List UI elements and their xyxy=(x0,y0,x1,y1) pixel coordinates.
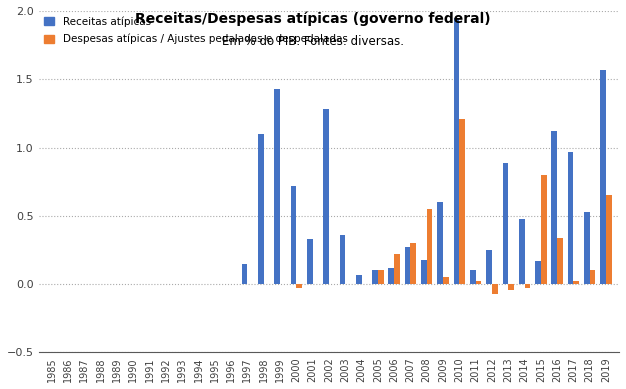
Bar xyxy=(274,89,280,284)
Bar xyxy=(503,163,508,284)
Bar xyxy=(600,70,606,284)
Bar xyxy=(427,209,433,284)
Text: Em % do PIB. Fontes: diversas.: Em % do PIB. Fontes: diversas. xyxy=(222,35,404,48)
Bar xyxy=(492,284,498,294)
Bar xyxy=(443,277,449,284)
Bar xyxy=(519,219,525,284)
Bar xyxy=(296,284,302,288)
Bar xyxy=(459,119,465,284)
Bar xyxy=(307,239,312,284)
Bar xyxy=(438,202,443,284)
Bar xyxy=(388,268,394,284)
Bar xyxy=(454,18,459,284)
Bar xyxy=(411,243,416,284)
Bar xyxy=(421,259,427,284)
Bar xyxy=(323,109,329,284)
Bar xyxy=(486,250,492,284)
Bar xyxy=(590,270,595,284)
Bar xyxy=(606,195,612,284)
Bar xyxy=(557,238,563,284)
Bar xyxy=(339,235,345,284)
Bar xyxy=(290,186,296,284)
Bar xyxy=(258,134,264,284)
Bar xyxy=(552,131,557,284)
Bar xyxy=(508,284,514,289)
Bar xyxy=(525,284,530,288)
Legend: Receitas atípicas, Despesas atípicas / Ajustes pedaladas e despedaladas: Receitas atípicas, Despesas atípicas / A… xyxy=(44,16,347,44)
Bar xyxy=(242,264,247,284)
Bar xyxy=(476,281,481,284)
Bar xyxy=(470,270,476,284)
Bar xyxy=(378,270,384,284)
Bar xyxy=(535,261,541,284)
Bar xyxy=(356,275,362,284)
Text: Receitas/Despesas atípicas (governo federal): Receitas/Despesas atípicas (governo fede… xyxy=(135,12,491,26)
Bar xyxy=(405,247,411,284)
Bar xyxy=(394,254,400,284)
Bar xyxy=(372,270,378,284)
Bar xyxy=(568,152,573,284)
Bar xyxy=(573,281,579,284)
Bar xyxy=(584,212,590,284)
Bar xyxy=(541,175,546,284)
